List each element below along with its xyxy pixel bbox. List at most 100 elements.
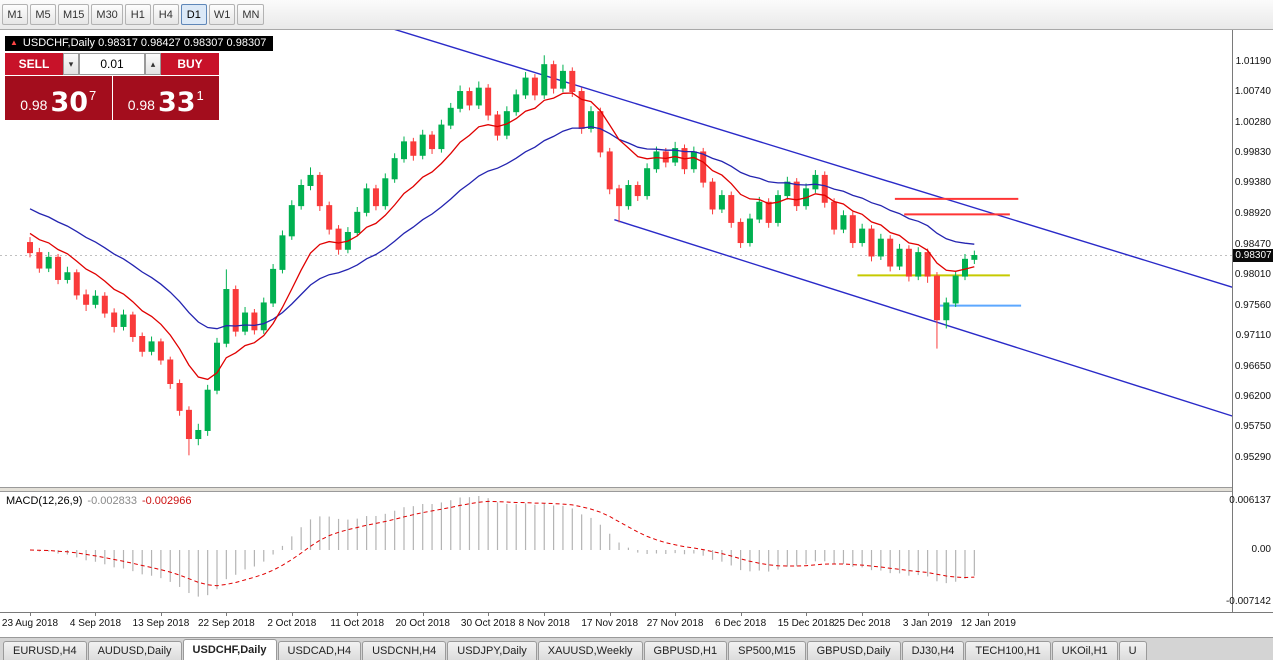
date-axis-label: 25 Dec 2018	[833, 618, 891, 629]
chart-tab-xauusd-weekly[interactable]: XAUUSD,Weekly	[537, 641, 643, 660]
date-axis-label: 3 Jan 2019	[902, 618, 953, 629]
date-tick	[675, 613, 677, 616]
buy-button[interactable]: BUY	[161, 53, 219, 75]
price-axis-label: 0.97560	[1234, 299, 1271, 311]
chart-tab-usdjpy-daily[interactable]: USDJPY,Daily	[447, 641, 537, 660]
timeframe-button-d1[interactable]: D1	[180, 4, 207, 25]
date-axis[interactable]: 23 Aug 2018 4 Sep 2018 13 Sep 2018 22 Sep 2…	[0, 612, 1273, 637]
lot-increase-button[interactable]: ▴	[145, 53, 161, 75]
timeframe-button-m30[interactable]: M30	[91, 4, 123, 25]
date-axis-label: 15 Dec 2018	[777, 618, 835, 629]
chart-tab-gbpusd-daily[interactable]: GBPUSD,Daily	[806, 641, 901, 660]
date-axis-label: 11 Oct 2018	[330, 618, 385, 629]
timeframe-button-h1[interactable]: H1	[124, 4, 151, 25]
chart-tab-usdcnh-h4[interactable]: USDCNH,H4	[362, 641, 447, 660]
buy-price-prefix: 0.98	[127, 97, 155, 113]
buy-price-pipette: 1	[196, 88, 204, 103]
price-axis-label: 0.97110	[1235, 329, 1271, 341]
chart-tab-tech100-h1[interactable]: TECH100,H1	[965, 641, 1051, 660]
timeframe-button-mn[interactable]: MN	[237, 4, 265, 25]
macd-axis-label: -0.007142	[1225, 596, 1271, 607]
macd-signal-value: -0.002966	[141, 495, 192, 507]
macd-main-value: -0.002833	[87, 495, 137, 507]
date-axis-label: 17 Nov 2018	[581, 618, 639, 629]
sell-price-panel[interactable]: 0.98 30 7	[5, 76, 112, 120]
date-axis-label: 27 Nov 2018	[646, 618, 704, 629]
horizontal-level-lines[interactable]	[857, 197, 1022, 307]
chart-tab-sp500-m15[interactable]: SP500,M15	[728, 641, 806, 660]
date-tick	[422, 613, 424, 616]
chart-tab-u[interactable]: U	[1118, 641, 1147, 660]
date-tick	[988, 613, 990, 616]
date-axis-label: 2 Oct 2018	[267, 618, 317, 629]
chart-tab-ukoil-h1[interactable]: UKOil,H1	[1051, 641, 1118, 660]
macd-axis-label: 0.00	[1251, 544, 1271, 555]
timeframe-toolbar: M1 M5 M15 M30 H1 H4 D1 W1 MN	[0, 0, 1273, 30]
macd-signal-line	[29, 500, 975, 587]
timeframe-button-m15[interactable]: M15	[58, 4, 90, 25]
date-tick	[806, 613, 808, 616]
date-axis-label: 23 Aug 2018	[1, 618, 59, 629]
date-tick	[544, 613, 546, 616]
timeframe-button-w1[interactable]: W1	[208, 4, 236, 25]
macd-name: MACD(12,26,9)	[6, 495, 83, 507]
one-click-trade-panel: SELL ▾ ▴ BUY 0.98 30 7 0.98 33 1	[5, 53, 219, 120]
lot-decrease-button[interactable]: ▾	[63, 53, 79, 75]
date-tick	[609, 613, 611, 616]
ma-fast-line	[29, 92, 975, 381]
chart-tab-usdchf-daily[interactable]: USDCHF,Daily	[182, 639, 277, 660]
price-axis[interactable]: 0.98307 1.01190 1.00740 1.00280 0.99830 0.99…	[1226, 30, 1273, 612]
date-axis-label: 4 Sep 2018	[69, 618, 122, 629]
macd-histogram	[38, 496, 975, 597]
buy-price-pips: 33	[157, 87, 196, 118]
date-tick	[862, 613, 864, 616]
macd-svg[interactable]	[0, 492, 1232, 612]
price-axis-label: 0.99830	[1234, 147, 1271, 159]
symbol-marker-icon: ▲	[10, 38, 18, 47]
buy-price-panel[interactable]: 0.98 33 1	[112, 76, 219, 120]
chart-tab-usdcad-h4[interactable]: USDCAD,H4	[277, 641, 362, 660]
macd-indicator-label: MACD(12,26,9) -0.002833 -0.002966	[6, 495, 192, 507]
date-axis-label: 30 Oct 2018	[460, 618, 516, 629]
ma-slow-line	[29, 126, 975, 330]
lot-size-input[interactable]	[79, 53, 145, 75]
chart-panel[interactable]: ▲ USDCHF,Daily 0.98317 0.98427 0.98307 0…	[0, 30, 1232, 487]
date-axis-label: 20 Oct 2018	[395, 618, 450, 629]
price-axis-label: 0.98470	[1234, 238, 1271, 250]
chart-tab-bar: EURUSD,H4 AUDUSD,Daily USDCHF,Daily USDCAD,…	[0, 637, 1273, 660]
date-tick	[357, 613, 359, 616]
timeframe-button-m5[interactable]: M5	[30, 4, 56, 25]
price-axis-label: 1.00280	[1234, 117, 1271, 129]
sell-button[interactable]: SELL	[5, 53, 63, 75]
timeframe-button-m1[interactable]: M1	[2, 4, 28, 25]
chart-tab-eurusd-h4[interactable]: EURUSD,H4	[3, 641, 87, 660]
price-axis-label: 0.98920	[1234, 208, 1271, 220]
panel-divider[interactable]	[0, 487, 1273, 492]
chart-svg[interactable]	[0, 30, 1232, 487]
sell-price-pipette: 7	[89, 88, 97, 103]
timeframe-button-h4[interactable]: H4	[152, 4, 179, 25]
ohlc-text: USDCHF,Daily 0.98317 0.98427 0.98307 0.9…	[22, 37, 267, 49]
date-axis-label: 6 Dec 2018	[715, 618, 767, 629]
chart-tab-audusd-daily[interactable]: AUDUSD,Daily	[87, 641, 182, 660]
price-axis-label: 0.95290	[1234, 451, 1271, 463]
price-axis-label: 0.95750	[1234, 421, 1271, 433]
price-axis-label: 1.01190	[1235, 55, 1271, 67]
date-tick	[927, 613, 929, 616]
date-tick	[160, 613, 162, 616]
date-axis-label: 12 Jan 2019	[960, 618, 1016, 629]
trend-channel-lines[interactable]	[390, 30, 1232, 429]
date-tick	[488, 613, 490, 616]
chart-tab-gbpusd-h1[interactable]: GBPUSD,H1	[643, 641, 728, 660]
candles-layer	[27, 55, 978, 456]
price-axis-label: 0.99380	[1234, 177, 1271, 189]
price-axis-label: 0.96650	[1234, 360, 1271, 372]
macd-panel[interactable]: MACD(12,26,9) -0.002833 -0.002966	[0, 492, 1232, 612]
date-tick	[95, 613, 97, 616]
current-price-tag: 0.98307	[1233, 248, 1273, 262]
sell-price-pips: 30	[50, 87, 89, 118]
date-axis-label: 8 Nov 2018	[518, 618, 570, 629]
date-axis-label: 13 Sep 2018	[132, 618, 190, 629]
ohlc-label: ▲ USDCHF,Daily 0.98317 0.98427 0.98307 0…	[5, 36, 274, 51]
chart-tab-dj30-h4[interactable]: DJ30,H4	[901, 641, 965, 660]
